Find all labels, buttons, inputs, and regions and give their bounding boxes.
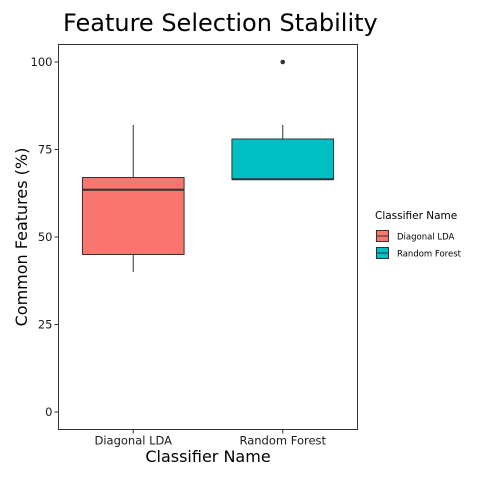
y-axis: 0 25 50 75 100 [31, 55, 59, 419]
y-tick-label: 50 [38, 230, 53, 244]
chart-title: Feature Selection Stability [63, 9, 378, 37]
x-tick-label: Random Forest [239, 434, 326, 448]
box-random-forest [231, 138, 335, 180]
y-tick-label: 25 [38, 318, 53, 332]
y-tick-label: 75 [38, 143, 53, 157]
legend-title: Classifier Name [375, 210, 457, 222]
y-tick-label: 100 [31, 55, 53, 69]
x-tick-label: Diagonal LDA [94, 434, 172, 448]
legend-label: Diagonal LDA [397, 233, 455, 243]
boxes-layer [81, 59, 335, 272]
legend-label: Random Forest [397, 250, 462, 260]
x-axis: Diagonal LDA Random Forest [94, 429, 327, 448]
outlier-point [280, 59, 286, 65]
x-axis-title: Classifier Name [145, 447, 270, 466]
y-tick-label: 0 [45, 405, 52, 419]
y-axis-title: Common Features (%) [12, 148, 31, 327]
legend: Classifier Name Diagonal LDA Random Fores… [375, 210, 462, 260]
